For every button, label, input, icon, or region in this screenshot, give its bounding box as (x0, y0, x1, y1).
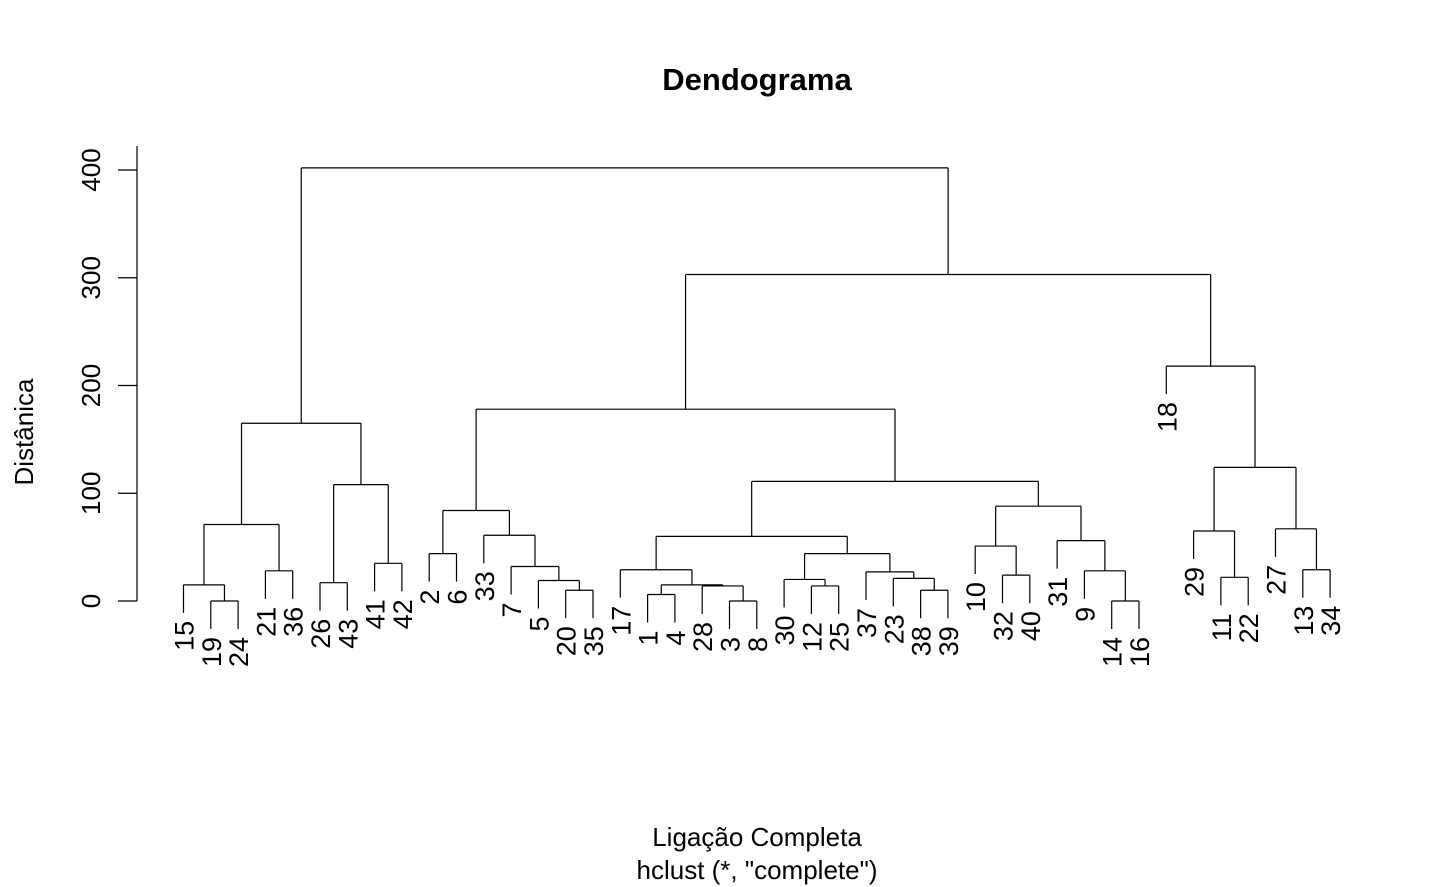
y-tick-label-300: 300 (76, 256, 106, 299)
leaf-label-32: 32 (989, 611, 1019, 641)
leaf-label-18: 18 (1152, 402, 1182, 432)
leaf-label-38: 38 (907, 626, 937, 656)
leaf-label-6: 6 (443, 590, 473, 605)
leaf-label-11: 11 (1207, 613, 1237, 641)
leaf-label-1: 1 (634, 631, 664, 646)
leaf-label-33: 33 (470, 571, 500, 601)
leaf-label-34: 34 (1316, 606, 1346, 636)
leaf-label-35: 35 (579, 626, 609, 656)
y-axis-label: Distânica (9, 378, 39, 485)
leaf-label-13: 13 (1289, 606, 1319, 636)
leaf-label-28: 28 (688, 622, 718, 652)
leaf-label-9: 9 (1070, 607, 1100, 622)
leaf-label-5: 5 (524, 617, 554, 632)
leaf-label-24: 24 (224, 637, 254, 667)
leaf-label-30: 30 (770, 615, 800, 645)
leaf-label-29: 29 (1180, 567, 1210, 597)
leaf-label-22: 22 (1234, 613, 1264, 643)
leaf-label-40: 40 (1016, 611, 1046, 641)
leaf-label-15: 15 (170, 621, 200, 651)
leaf-label-8: 8 (743, 637, 773, 652)
y-tick-label-400: 400 (76, 148, 106, 191)
leaf-label-26: 26 (306, 619, 336, 649)
leaf-label-10: 10 (961, 582, 991, 612)
leaf-label-23: 23 (879, 614, 909, 644)
leaf-label-7: 7 (497, 603, 527, 618)
leaf-label-37: 37 (852, 608, 882, 638)
leaf-label-12: 12 (797, 622, 827, 652)
leaf-label-16: 16 (1125, 637, 1155, 667)
leaf-label-14: 14 (1098, 637, 1128, 667)
leaf-label-31: 31 (1043, 577, 1073, 607)
leaf-label-39: 39 (934, 626, 964, 656)
leaf-label-19: 19 (197, 637, 227, 667)
leaf-label-21: 21 (251, 607, 281, 637)
x-axis-subtitle: hclust (*, "complete") (637, 855, 878, 885)
leaf-label-17: 17 (606, 606, 636, 636)
leaf-label-4: 4 (661, 631, 691, 646)
leaf-label-27: 27 (1262, 565, 1292, 595)
chart-title: Dendograma (662, 62, 852, 97)
leaf-labels: 1519242136264341422633752035171428383012… (170, 402, 1347, 667)
leaf-label-41: 41 (361, 599, 391, 629)
leaf-label-36: 36 (279, 607, 309, 637)
dendrogram-links (182, 167, 1331, 629)
leaf-label-3: 3 (716, 637, 746, 652)
leaf-label-42: 42 (388, 599, 418, 629)
y-axis: 0 100 200 300 400 (76, 146, 138, 608)
leaf-label-20: 20 (552, 626, 582, 656)
x-axis-label: Ligação Completa (652, 822, 862, 852)
y-tick-label-100: 100 (76, 472, 106, 515)
y-tick-label-200: 200 (76, 364, 106, 407)
leaf-label-43: 43 (333, 619, 363, 649)
leaf-label-25: 25 (825, 622, 855, 652)
leaf-label-2: 2 (415, 590, 445, 605)
y-tick-label-0: 0 (76, 594, 106, 608)
